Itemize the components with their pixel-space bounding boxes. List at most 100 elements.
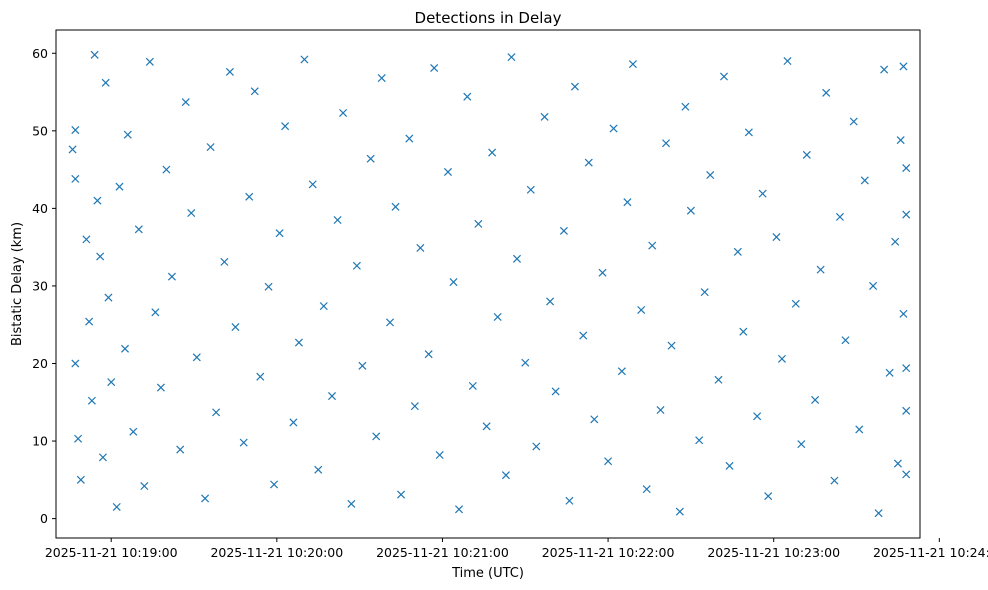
data-point	[675, 507, 684, 516]
data-point	[339, 108, 348, 118]
data-point	[880, 65, 889, 74]
data-point	[181, 98, 190, 107]
data-point	[405, 134, 414, 143]
x-tick-label: 2025-11-21 10:22:00	[542, 545, 675, 560]
data-point	[328, 392, 337, 401]
data-point	[250, 87, 259, 96]
y-tick-label: 20	[32, 356, 48, 371]
data-point	[264, 282, 273, 291]
data-point	[82, 235, 91, 244]
data-point	[333, 215, 342, 225]
data-point	[410, 402, 419, 411]
data-point	[391, 202, 400, 211]
data-point	[68, 145, 77, 154]
data-point	[899, 62, 908, 71]
data-point	[501, 471, 510, 480]
data-point	[123, 130, 132, 139]
data-point	[289, 418, 298, 427]
x-axis-label: Time (UTC)	[451, 566, 524, 581]
data-point	[424, 350, 433, 359]
data-point	[93, 196, 102, 205]
data-point	[855, 425, 864, 434]
data-point	[90, 50, 99, 59]
data-point	[512, 254, 522, 263]
data-point	[764, 492, 773, 501]
data-point	[314, 465, 323, 474]
data-point	[830, 476, 839, 485]
data-point	[706, 171, 715, 180]
data-point	[300, 55, 309, 64]
y-tick-label: 30	[32, 278, 48, 293]
x-tick-label: 2025-11-21 10:19:00	[45, 545, 178, 560]
data-point	[463, 92, 472, 101]
data-point	[294, 338, 303, 347]
data-point	[570, 82, 579, 91]
data-point	[656, 406, 665, 415]
data-point	[176, 445, 185, 454]
data-point	[753, 412, 762, 421]
data-point	[87, 396, 96, 405]
data-point	[681, 102, 690, 111]
data-point	[902, 164, 911, 173]
y-tick-label: 50	[32, 123, 48, 138]
data-point	[526, 185, 535, 194]
data-point	[385, 318, 395, 327]
data-point	[540, 112, 549, 121]
data-point	[896, 136, 905, 145]
data-point	[156, 383, 165, 392]
data-point	[695, 436, 704, 445]
data-point	[430, 63, 439, 73]
data-point	[482, 422, 491, 431]
data-point	[559, 226, 568, 235]
data-point	[719, 72, 729, 81]
y-axis-label: Bistatic Delay (km)	[10, 222, 25, 346]
x-axis: 2025-11-21 10:19:00 2025-11-21 10:20:00 20…	[45, 538, 988, 560]
data-point	[397, 490, 406, 499]
data-point	[758, 189, 767, 198]
data-point	[507, 53, 516, 62]
data-point	[604, 457, 613, 466]
data-point	[822, 88, 831, 97]
data-point	[275, 229, 284, 238]
data-point	[869, 281, 878, 290]
data-point	[468, 381, 477, 391]
data-point	[151, 308, 160, 317]
data-point	[700, 288, 709, 297]
data-point	[107, 378, 116, 387]
data-point	[454, 505, 464, 514]
data-point	[532, 442, 541, 451]
data-point	[129, 427, 138, 436]
data-point	[192, 353, 201, 362]
data-point	[443, 167, 452, 176]
data-point	[71, 359, 80, 368]
data-point	[134, 225, 143, 234]
data-point	[609, 124, 618, 133]
data-point	[101, 78, 110, 87]
data-point	[120, 344, 130, 353]
data-point	[96, 252, 105, 261]
data-point	[347, 499, 356, 508]
data-point	[902, 210, 911, 219]
data-point	[725, 461, 734, 470]
data-point	[893, 459, 902, 468]
y-tick-label: 10	[32, 434, 48, 449]
plot-area	[55, 29, 921, 539]
data-point	[140, 482, 149, 491]
data-point	[714, 375, 723, 384]
data-point	[98, 453, 107, 462]
data-point	[358, 361, 367, 370]
y-tick-label: 0	[40, 511, 48, 526]
data-point	[281, 122, 290, 131]
data-point	[579, 331, 588, 340]
data-point	[772, 233, 781, 242]
data-point	[474, 219, 483, 228]
data-point	[565, 496, 574, 505]
axes-frame	[55, 29, 921, 539]
data-point	[899, 309, 908, 318]
data-point	[841, 336, 850, 345]
data-point	[145, 57, 154, 66]
data-point	[598, 268, 607, 277]
data-point	[206, 143, 215, 152]
data-point	[308, 180, 317, 189]
data-point	[885, 368, 894, 377]
